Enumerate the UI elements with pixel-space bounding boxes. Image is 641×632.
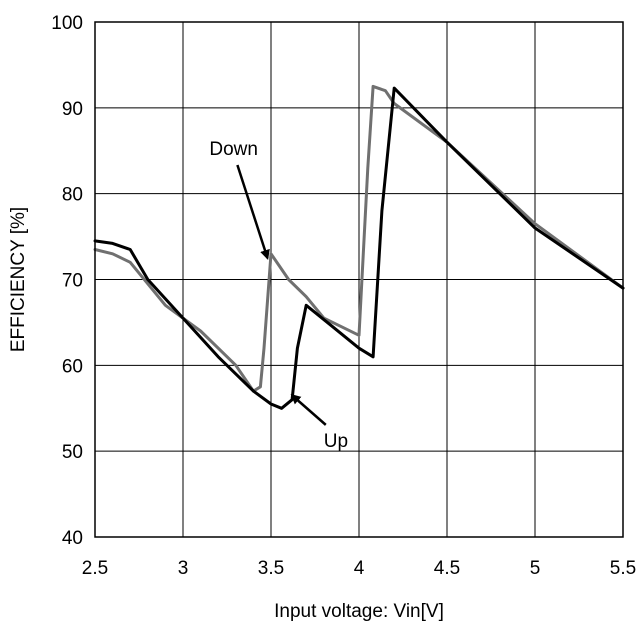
x-tick-label: 3 [178,558,189,579]
x-tick-label: 2.5 [82,558,108,579]
x-tick-label: 3.5 [258,558,284,579]
y-axis-label: EFFICIENCY [%] [8,207,29,352]
series-line-0 [93,86,625,410]
y-tick-label: 50 [62,442,83,463]
annotations: Down Up [209,139,348,452]
x-tick-label: 5 [530,558,541,579]
x-tick-label: 5.5 [610,558,636,579]
annotation-arrow [290,394,327,426]
y-tick-labels: 40 50 60 70 80 90 100 [51,13,83,549]
y-tick-label: 90 [62,99,83,120]
annotation-label: Down [209,139,258,160]
annotation-label: Up [324,431,348,452]
y-tick-label: 100 [51,13,83,34]
grid-lines [94,21,624,538]
annotation-arrow [236,164,270,260]
y-tick-label: 40 [62,528,83,549]
y-tick-label: 80 [62,185,83,206]
x-tick-label: 4.5 [434,558,460,579]
x-axis-label: Input voltage: Vin[V] [274,601,444,622]
x-tick-label: 4 [354,558,365,579]
plot-frame [94,21,624,538]
x-tick-labels: 2.5 3 3.5 4 4.5 5 5.5 [82,558,636,579]
y-tick-label: 70 [62,271,83,292]
y-tick-label: 60 [62,356,83,377]
series-lines [93,84,625,410]
